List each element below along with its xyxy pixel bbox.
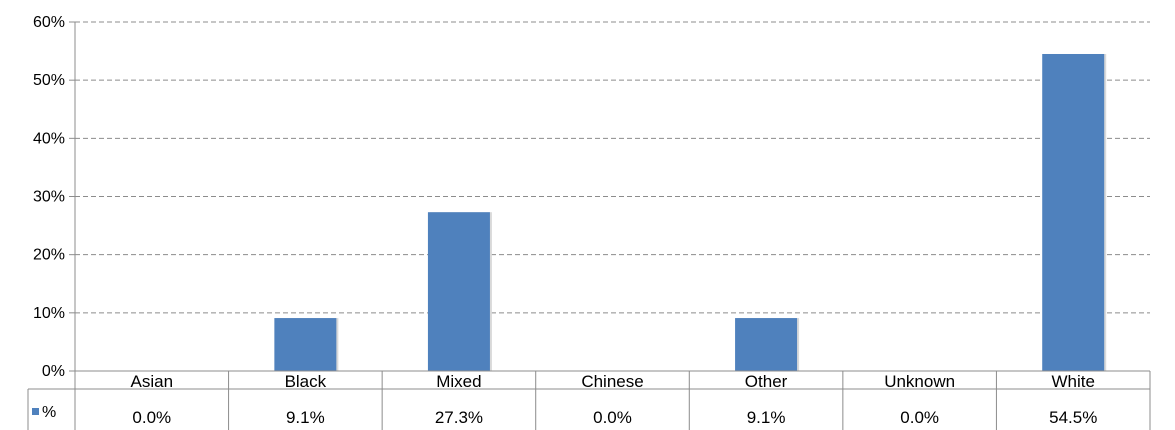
category-label: Other bbox=[745, 372, 788, 391]
bar-white bbox=[1042, 53, 1105, 371]
category-label: Unknown bbox=[884, 372, 955, 391]
y-tick-label: 20% bbox=[33, 247, 65, 264]
bar-black bbox=[274, 318, 337, 371]
y-tick-label: 40% bbox=[33, 130, 65, 147]
bar-series bbox=[274, 53, 1107, 371]
value-label: 9.1% bbox=[747, 408, 786, 427]
y-tick-label: 10% bbox=[33, 305, 65, 322]
data-table: Asian 0.0% Black 9.1% Mixed 27.3% Chinese 0.0% O… bbox=[27, 370, 1151, 430]
category-label: Mixed bbox=[436, 372, 481, 391]
bar-mixed bbox=[427, 212, 490, 371]
category-label: Asian bbox=[131, 372, 174, 391]
gridlines bbox=[75, 21, 1150, 314]
value-label: 0.0% bbox=[593, 408, 632, 427]
category-label: White bbox=[1051, 372, 1094, 391]
value-label: 27.3% bbox=[435, 408, 483, 427]
category-label: Black bbox=[285, 372, 327, 391]
y-tick-label: 0% bbox=[42, 363, 65, 380]
category-label: Chinese bbox=[581, 372, 643, 391]
y-tick-label: 50% bbox=[33, 72, 65, 89]
axes bbox=[69, 21, 76, 372]
value-label: 0.0% bbox=[132, 408, 171, 427]
value-label: 54.5% bbox=[1049, 408, 1097, 427]
bar-other bbox=[735, 318, 798, 371]
y-tick-label: 60% bbox=[33, 14, 65, 31]
value-label: 9.1% bbox=[286, 408, 325, 427]
legend-swatch bbox=[32, 408, 39, 415]
value-label: 0.0% bbox=[900, 408, 939, 427]
y-tick-label: 30% bbox=[33, 189, 65, 206]
y-axis-tick-labels: 0% 10% 20% 30% 40% 50% 60% bbox=[33, 14, 65, 380]
legend-label: % bbox=[42, 404, 56, 421]
